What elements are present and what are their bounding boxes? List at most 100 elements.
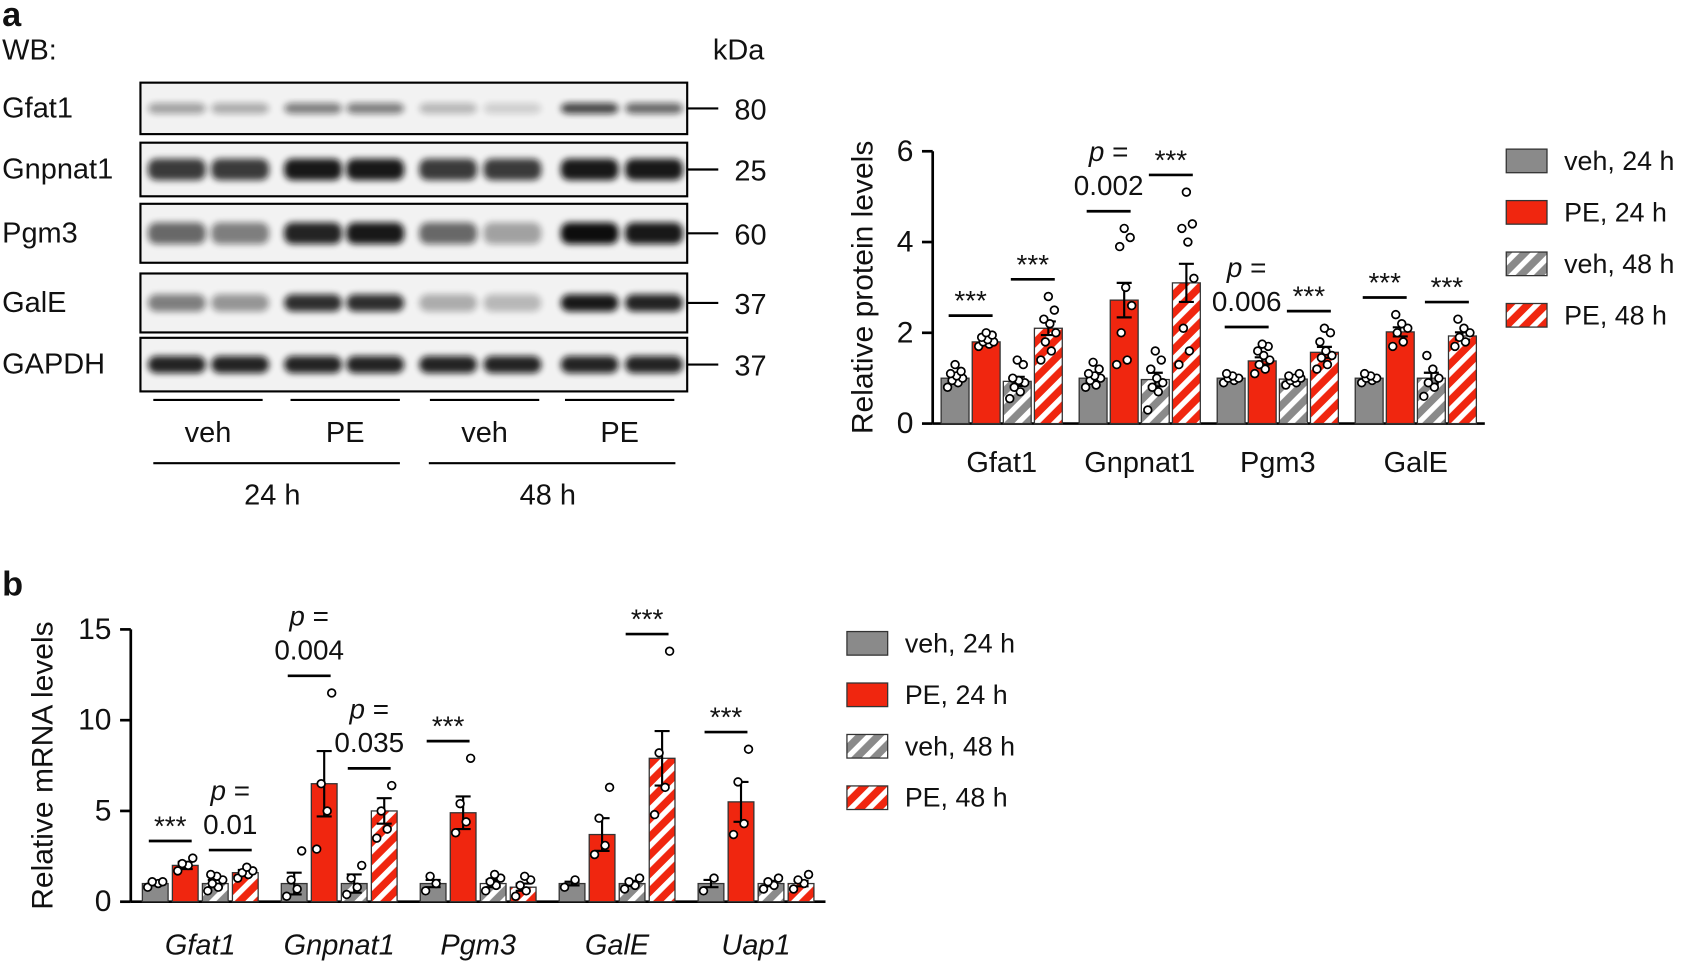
p-value-label: p = [1088, 136, 1129, 167]
legend-label: veh, 24 h [1564, 146, 1674, 176]
data-point [1080, 382, 1091, 392]
data-point [945, 368, 956, 379]
data-point [147, 877, 157, 887]
data-point [1429, 382, 1440, 392]
data-point [664, 646, 675, 656]
blot-band [147, 356, 206, 374]
legend-swatch [846, 733, 889, 759]
data-point [1045, 319, 1055, 329]
blot-band [147, 222, 206, 245]
legend-label: veh, 48 h [1564, 249, 1674, 279]
data-point [600, 840, 610, 851]
significance-label: *** [954, 285, 987, 316]
time-label: 24 h [244, 479, 300, 511]
data-point [803, 869, 814, 880]
data-point [1184, 346, 1195, 356]
blot-row-label: GAPDH [2, 349, 105, 381]
blot-header: WB: [2, 34, 57, 66]
data-point [1150, 346, 1161, 356]
data-point [352, 882, 362, 892]
blot-band [483, 158, 542, 181]
kda-label: 37 [734, 351, 766, 383]
data-point [1036, 355, 1046, 365]
data-point [519, 871, 530, 882]
data-point [177, 858, 187, 869]
data-point [455, 798, 465, 809]
data-point [758, 884, 769, 894]
data-point [654, 748, 664, 758]
data-point [207, 878, 217, 889]
data-point [1450, 341, 1460, 352]
y-tick-label: 0 [897, 407, 914, 440]
y-axis-label: Relative protein levels [847, 141, 880, 434]
treatment-label: PE [326, 417, 365, 449]
blot-band [346, 158, 405, 181]
data-point [510, 891, 521, 901]
blot-band [211, 222, 270, 245]
data-point [1315, 337, 1325, 347]
data-point [1428, 364, 1438, 374]
blot-band [560, 294, 619, 312]
significance-label: *** [1368, 267, 1401, 298]
blot-band [284, 222, 342, 245]
data-point [450, 828, 461, 838]
bar [171, 864, 199, 903]
data-point [480, 886, 491, 896]
data-point [1009, 382, 1019, 392]
blot-band [284, 158, 342, 181]
p-value-label: p = [210, 775, 251, 806]
data-point [698, 886, 709, 896]
data-point [728, 829, 739, 840]
x-tick-label: Pgm3 [440, 930, 516, 962]
y-tick-label: 2 [897, 316, 914, 349]
legend-label: PE, 48 h [905, 783, 1008, 813]
data-point [604, 782, 615, 793]
data-point [1049, 305, 1060, 315]
data-point [1465, 328, 1475, 338]
data-point [326, 688, 337, 698]
data-point [1043, 291, 1054, 302]
p-value-label: 0.002 [1074, 170, 1144, 201]
blot-band [211, 356, 270, 374]
data-point [1284, 371, 1294, 381]
data-point [634, 873, 645, 883]
data-point [773, 873, 784, 883]
blot-band [483, 103, 542, 114]
data-point [942, 382, 953, 392]
data-point [739, 818, 749, 829]
data-point [1039, 314, 1049, 324]
data-point [376, 806, 386, 816]
blot-band [625, 294, 683, 312]
legend-label: PE, 24 h [905, 680, 1008, 710]
data-point [1187, 219, 1198, 229]
data-point [372, 833, 382, 843]
legend-swatch [846, 682, 889, 708]
data-point [1158, 378, 1168, 388]
data-point [281, 891, 292, 901]
blot-row-label: GalE [2, 287, 66, 319]
data-point [1125, 232, 1135, 243]
data-point [1403, 323, 1413, 333]
data-point [1316, 353, 1327, 363]
error-bar [1178, 262, 1194, 304]
blot-band [625, 103, 683, 114]
blot-band [346, 222, 405, 245]
data-point [1422, 350, 1432, 361]
data-point [489, 869, 500, 880]
blot-band [419, 294, 478, 312]
data-point [1174, 359, 1184, 370]
treatment-label: PE [600, 417, 639, 449]
data-point [1114, 241, 1125, 252]
data-point [1116, 328, 1126, 338]
significance-label: *** [154, 810, 187, 841]
data-point [465, 753, 476, 764]
blot-band [560, 103, 619, 114]
data-point [1327, 350, 1337, 361]
treatment-label: veh [185, 417, 232, 449]
data-point [431, 878, 441, 889]
significance-label: *** [432, 711, 465, 742]
significance-label: *** [631, 604, 664, 635]
data-point [521, 886, 531, 896]
data-point [1312, 364, 1322, 374]
blot-band [211, 103, 270, 114]
